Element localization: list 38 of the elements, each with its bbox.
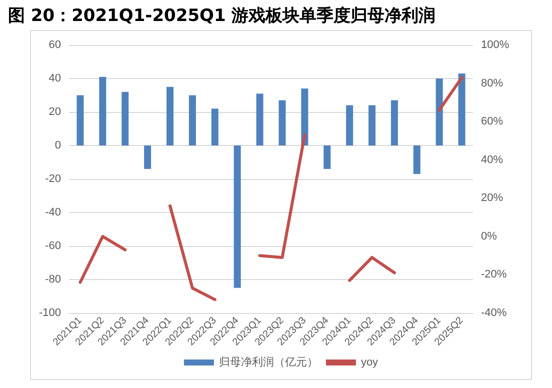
y-tick-label: 20 (48, 106, 61, 118)
bar (458, 73, 466, 146)
y-tick-label: -20 (45, 173, 61, 185)
y-tick-label: 60 (48, 39, 61, 51)
bar (122, 92, 129, 146)
y2-tick-label: 60% (481, 116, 504, 128)
bar (166, 86, 174, 146)
y-tick-label: -60 (45, 240, 61, 252)
chart-title: 图 20：2021Q1-2025Q1 游戏板块单季度归母净利润 (8, 5, 436, 27)
bar (99, 76, 106, 146)
y2-tick-label: 80% (481, 77, 504, 90)
y-tick-label: 0 (54, 140, 61, 152)
bar (436, 78, 443, 146)
y-tick-label: -100 (38, 307, 61, 319)
bar (390, 100, 398, 146)
bar (188, 95, 196, 146)
legend-label: 归母净利润（亿元） (218, 356, 318, 368)
y-tick-label: -40 (45, 206, 61, 218)
bar (368, 105, 376, 146)
bar (413, 146, 420, 174)
bar (324, 146, 331, 169)
y2-tick-label: -20% (481, 268, 507, 281)
y2-tick-label: 0% (481, 230, 498, 242)
legend-label: yoy (360, 356, 379, 368)
y-tick-label: 40 (48, 72, 61, 84)
bar (76, 95, 84, 146)
bar (211, 108, 218, 146)
bar (301, 88, 308, 146)
bar (234, 146, 241, 288)
bar (346, 105, 354, 146)
y-tick-label: -80 (45, 274, 61, 286)
y2-tick-label: 100% (481, 39, 510, 51)
bar (256, 94, 264, 146)
bar (278, 100, 286, 146)
bar (144, 146, 152, 169)
y2-tick-label: 20% (481, 192, 504, 204)
y2-tick-label: 40% (481, 154, 504, 166)
y2-tick-label: -40% (481, 307, 507, 319)
